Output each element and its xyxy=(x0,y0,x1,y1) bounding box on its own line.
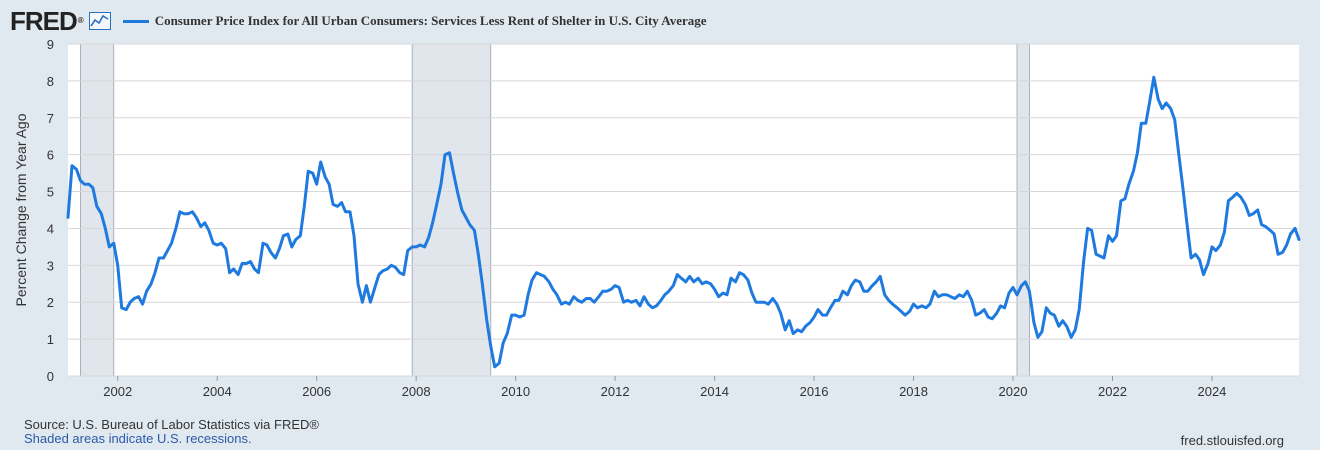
y-tick-label: 1 xyxy=(47,332,54,347)
x-tick-label: 2018 xyxy=(899,384,928,399)
y-tick-label: 4 xyxy=(47,221,54,236)
x-tick-label: 2006 xyxy=(302,384,331,399)
legend-line-swatch xyxy=(122,19,149,23)
plot-area xyxy=(68,44,1299,376)
x-tick-label: 2014 xyxy=(700,384,729,399)
recession-band xyxy=(411,43,492,377)
x-tick-label: 2020 xyxy=(999,384,1028,399)
y-tick-label: 0 xyxy=(47,369,54,384)
footer-notes: Source: U.S. Bureau of Labor Statistics … xyxy=(24,418,319,446)
recession-band xyxy=(80,43,115,377)
site-link[interactable]: fred.stlouisfed.org xyxy=(1180,433,1284,448)
registered-mark: ® xyxy=(77,16,84,25)
recession-note[interactable]: Shaded areas indicate U.S. recessions. xyxy=(24,431,252,446)
x-tick-label: 2016 xyxy=(800,384,829,399)
x-tick-label: 2002 xyxy=(103,384,132,399)
y-tick-label: 7 xyxy=(47,111,54,126)
x-tick-label: 2008 xyxy=(402,384,431,399)
y-axis-label: Percent Change from Year Ago xyxy=(13,113,29,306)
y-tick-label: 3 xyxy=(47,258,54,273)
x-tick-label: 2010 xyxy=(501,384,530,399)
y-tick-label: 5 xyxy=(47,185,54,200)
y-tick-label: 6 xyxy=(47,148,54,163)
x-tick-label: 2024 xyxy=(1197,384,1226,399)
header: FRED® Consumer Price Index for All Urban… xyxy=(10,6,707,36)
y-tick-label: 8 xyxy=(47,74,54,89)
line-chart-icon xyxy=(88,12,111,30)
x-tick-label: 2022 xyxy=(1098,384,1127,399)
y-tick-label: 2 xyxy=(47,295,54,310)
y-tick-label: 9 xyxy=(47,37,54,52)
source-note: Source: U.S. Bureau of Labor Statistics … xyxy=(24,417,319,432)
series-title: Consumer Price Index for All Urban Consu… xyxy=(154,13,707,28)
fred-logo[interactable]: FRED® xyxy=(10,6,84,36)
line-chart: 0 1 2 3 4 5 6 7 8 9 2002 2004 2006 2008 2010 2012 2014 2… xyxy=(13,37,1301,399)
x-tick-label: 2004 xyxy=(203,384,232,399)
series-line xyxy=(66,75,1301,369)
x-tick-label: 2012 xyxy=(601,384,630,399)
recession-band xyxy=(1016,43,1030,377)
